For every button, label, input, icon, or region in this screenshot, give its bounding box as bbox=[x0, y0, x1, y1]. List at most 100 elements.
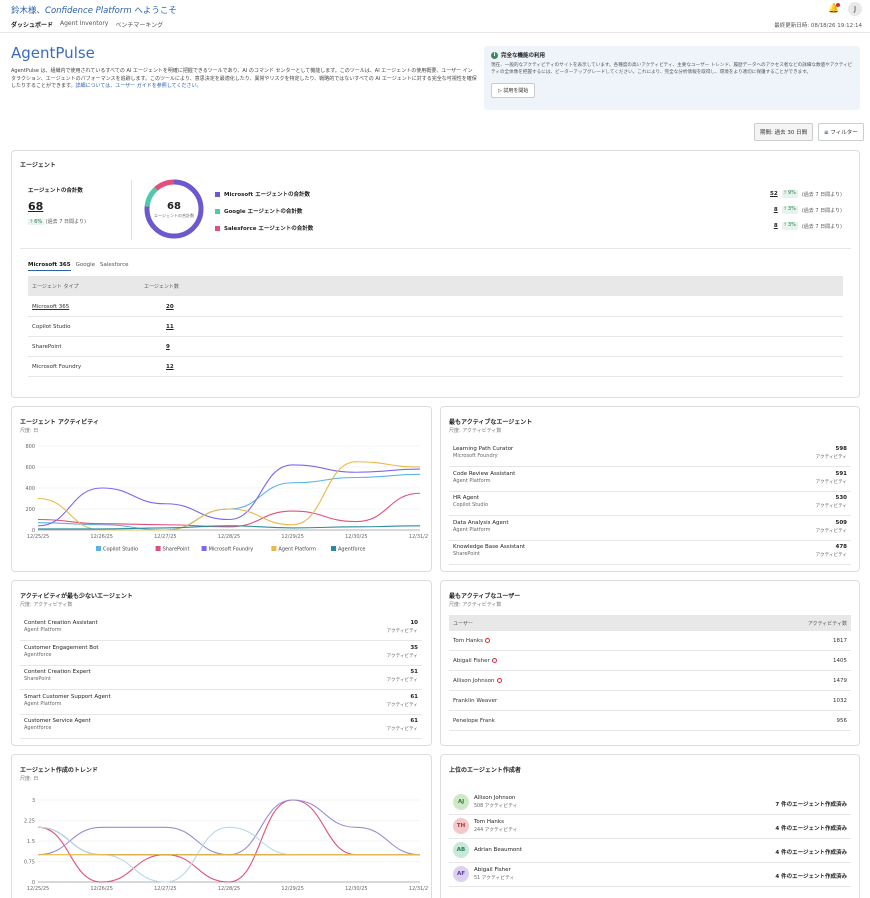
notification-dot bbox=[836, 3, 840, 7]
activity-unit: アクティビティ bbox=[815, 504, 847, 509]
agents-breakdown-values: 52 🡑 9% (過去 7 日間より) 8 🡑 3% (過去 7 日間より) 8 🡑 3%… bbox=[770, 190, 842, 230]
list-item[interactable]: Data Analysis Agent Agent Platform 509 アクティ… bbox=[449, 517, 851, 541]
change-badge: 🡑 6% bbox=[28, 219, 45, 225]
change-note: (過去 7 日間より) bbox=[801, 223, 842, 230]
list-item[interactable]: Smart Customer Support Agent Agent Platfo… bbox=[20, 691, 422, 715]
change-note: (過去 7 日間より) bbox=[801, 207, 842, 214]
tab-benchmarking[interactable]: ベンチマーキング bbox=[115, 22, 164, 29]
avatar: TH bbox=[453, 818, 469, 834]
list-item[interactable]: AF Abigail Fisher 51 アクティビティ 4 件のエージェント作成済み bbox=[449, 863, 851, 887]
agent-count[interactable]: 9 bbox=[166, 344, 170, 350]
header-user: ユーザー bbox=[453, 621, 473, 627]
breakdown-value[interactable]: 52 bbox=[770, 191, 778, 197]
donut-segment-salesforce[interactable] bbox=[144, 179, 204, 239]
creator-activity: 508 アクティビティ bbox=[474, 804, 518, 809]
list-item[interactable]: TH Tom Hanks 244 アクティビティ 4 件のエージェント作成済み bbox=[449, 815, 851, 839]
change-badge: 🡑 3% bbox=[781, 206, 798, 214]
series-line-1[interactable] bbox=[37, 492, 421, 528]
creator-name: Tom Hanks bbox=[474, 819, 504, 825]
agent-count[interactable]: 20 bbox=[166, 304, 174, 310]
last-updated: 最終更新日時: 08/18/26 19:12:14 bbox=[774, 23, 862, 29]
user-name: Franklin Weaver bbox=[453, 698, 498, 704]
list-item[interactable]: Content Creation Expert SharePoint 51 アクティビ… bbox=[20, 666, 422, 690]
table-row: Microsoft 365 20 bbox=[28, 297, 843, 317]
list-item[interactable]: AB Adrian Beaumont 4 件のエージェント作成済み bbox=[449, 839, 851, 863]
breakdown-row-microsoft: 52 🡑 9% (過去 7 日間より) bbox=[770, 190, 842, 198]
list-item[interactable]: Customer Engagement Bot Agentforce 35 アクティビ… bbox=[20, 642, 422, 666]
start-trial-button[interactable]: ▷ 試用を開始 bbox=[491, 82, 536, 98]
agent-type[interactable]: Microsoft 365 bbox=[32, 304, 70, 310]
activity-count: 10 bbox=[410, 620, 418, 626]
legend-salesforce: Salesforce エージェントの合計数 bbox=[215, 224, 313, 232]
activity-count: 1032 bbox=[833, 698, 847, 704]
subtab-microsoft365[interactable]: Microsoft 365 bbox=[28, 262, 71, 271]
user-guide-link[interactable]: 詳細については、ユーザー ガイドを参照してください。 bbox=[75, 83, 202, 90]
filter-button[interactable]: ≡ フィルター bbox=[818, 123, 864, 141]
table-row[interactable]: Abigail Fisher 1405 bbox=[449, 651, 851, 671]
list-item[interactable]: Knowledge Base Assistant SharePoint 478 アクテ… bbox=[449, 541, 851, 565]
series-line-1[interactable] bbox=[37, 799, 421, 856]
top-creators-card bbox=[440, 754, 860, 898]
header-agent-type: エージェント タイプ bbox=[32, 284, 79, 290]
agent-platform: Copilot Studio bbox=[453, 502, 489, 508]
agent-name: Content Creation Expert bbox=[24, 669, 91, 675]
subtab-google[interactable]: Google bbox=[75, 262, 95, 268]
table-row[interactable]: Allison Johnson 1479 bbox=[449, 671, 851, 691]
activity-count: 35 bbox=[410, 644, 418, 651]
table-row[interactable]: Tom Hanks 1817 bbox=[449, 631, 851, 651]
series-line-0[interactable] bbox=[37, 799, 420, 883]
breakdown-value[interactable]: 8 bbox=[773, 223, 778, 229]
x-tick-label: 12/28/25 bbox=[218, 534, 240, 540]
series-line-4[interactable] bbox=[37, 525, 421, 530]
list-item[interactable]: Code Review Assistant Agent Platform 591 アク… bbox=[449, 468, 851, 492]
tab-agent-inventory[interactable]: Agent Inventory bbox=[60, 20, 109, 27]
change-note: (過去 7 日間より) bbox=[45, 219, 86, 225]
agent-platform: Agent Platform bbox=[453, 477, 491, 484]
bell-icon[interactable]: 🔔 bbox=[828, 3, 840, 14]
agent-count[interactable]: 11 bbox=[166, 324, 174, 330]
table-row[interactable]: Penelope Frank 956 bbox=[449, 711, 851, 731]
y-tick-label: 400 bbox=[25, 486, 35, 492]
series-line-3[interactable] bbox=[37, 461, 421, 531]
agent-name: Customer Service Agent bbox=[24, 718, 91, 724]
upgrade-notice: i 完全な機能の利用 現在、一般的なアクティビティのサイトを表示しています。各種度… bbox=[484, 46, 860, 110]
breakdown-value[interactable]: 8 bbox=[773, 207, 778, 213]
active-users-card bbox=[440, 580, 860, 746]
list-item[interactable]: Learning Path Curator Microsoft Foundry 59… bbox=[449, 443, 851, 467]
y-tick-label: 600 bbox=[25, 465, 35, 471]
table-row[interactable]: Franklin Weaver 1032 bbox=[449, 691, 851, 711]
creation-trend-scale: 尺度: 日 bbox=[20, 776, 39, 782]
activity-scale: 尺度: 日 bbox=[20, 428, 39, 434]
list-item[interactable]: Customer Service Agent Agentforce 61 アクティビテ… bbox=[20, 715, 422, 739]
agents-created: 4 件のエージェント作成済み bbox=[775, 850, 847, 856]
header-activity-count: アクティビティ数 bbox=[807, 621, 847, 627]
user-name: Abigail Fisher bbox=[453, 658, 490, 664]
y-tick-label: 0.75 bbox=[24, 860, 35, 866]
period-selector[interactable]: 期間: 過去 30 日間 bbox=[754, 123, 814, 141]
agent-count[interactable]: 12 bbox=[166, 364, 174, 370]
total-agents-value[interactable]: 68 bbox=[28, 200, 44, 213]
creator-activity: 51 アクティビティ bbox=[474, 876, 515, 881]
subtab-salesforce[interactable]: Salesforce bbox=[100, 262, 129, 268]
agent-type: Microsoft Foundry bbox=[32, 364, 82, 370]
legend-label: Microsoft エージェントの合計数 bbox=[224, 192, 310, 198]
header-divider bbox=[0, 32, 870, 33]
activity-count: 478 bbox=[835, 544, 847, 550]
legend-google: Google エージェントの合計数 bbox=[215, 207, 313, 215]
user-avatar[interactable]: J bbox=[848, 2, 862, 16]
legend-label: Salesforce エージェントの合計数 bbox=[224, 226, 314, 232]
list-item[interactable]: HR Agent Copilot Studio 530 アクティビティ bbox=[449, 492, 851, 516]
agent-platform: Microsoft Foundry bbox=[453, 453, 498, 459]
change-badge: 🡑 3% bbox=[781, 222, 798, 230]
agent-platform: Agentforce bbox=[24, 651, 52, 658]
list-item[interactable]: Content Creation Assistant Agent Platform… bbox=[20, 617, 422, 641]
avatar: AF bbox=[453, 866, 469, 882]
list-item[interactable]: AJ Allison Johnson 508 アクティビティ 7 件のエージェント作成… bbox=[449, 791, 851, 815]
user-name: Penelope Frank bbox=[453, 718, 495, 724]
series-line-2[interactable] bbox=[37, 464, 421, 527]
least-active-scale: 尺度: アクティビティ数 bbox=[20, 602, 73, 608]
agent-name: Learning Path Curator bbox=[453, 446, 514, 452]
legend-label: Copilot Studio bbox=[103, 547, 138, 553]
legend-label: Agentforce bbox=[338, 547, 365, 553]
activity-unit: アクティビティ bbox=[815, 528, 847, 534]
